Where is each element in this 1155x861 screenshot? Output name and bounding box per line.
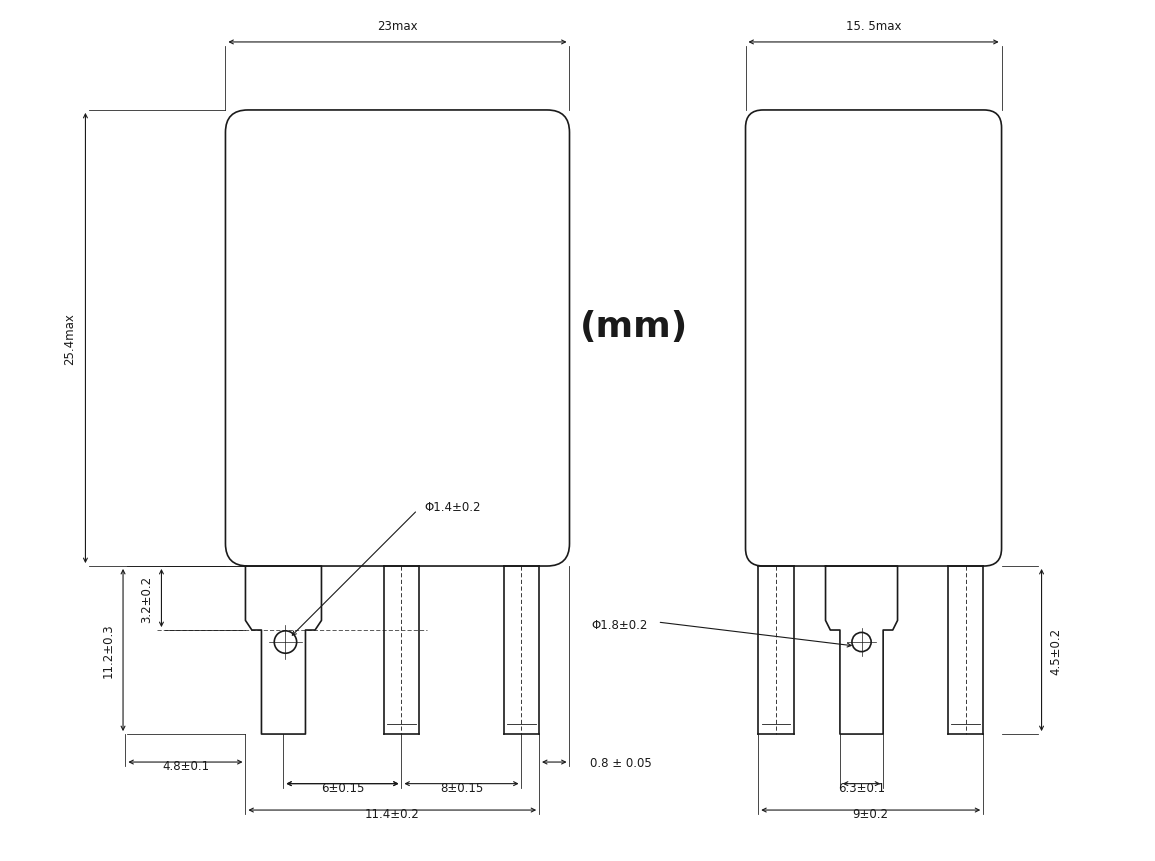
Text: 11.2±0.3: 11.2±0.3 [102,623,116,678]
Text: 4.5±0.2: 4.5±0.2 [1050,627,1063,674]
Text: 11.4±0.2: 11.4±0.2 [365,808,419,821]
Text: 8±0.15: 8±0.15 [440,781,483,794]
Text: 25.4max: 25.4max [62,313,76,364]
Text: 15. 5max: 15. 5max [845,21,901,34]
Text: 0.8 ± 0.05: 0.8 ± 0.05 [589,756,651,769]
Text: Φ1.4±0.2: Φ1.4±0.2 [424,500,480,513]
Text: 6±0.15: 6±0.15 [321,781,364,794]
Text: 23max: 23max [378,21,418,34]
Text: 9±0.2: 9±0.2 [852,808,888,821]
Text: (mm): (mm) [580,310,687,344]
Text: 4.8±0.1: 4.8±0.1 [162,759,209,772]
Text: 6.3±0.1: 6.3±0.1 [839,781,885,794]
Text: 3.2±0.2: 3.2±0.2 [141,575,154,622]
Text: Φ1.8±0.2: Φ1.8±0.2 [591,618,648,631]
